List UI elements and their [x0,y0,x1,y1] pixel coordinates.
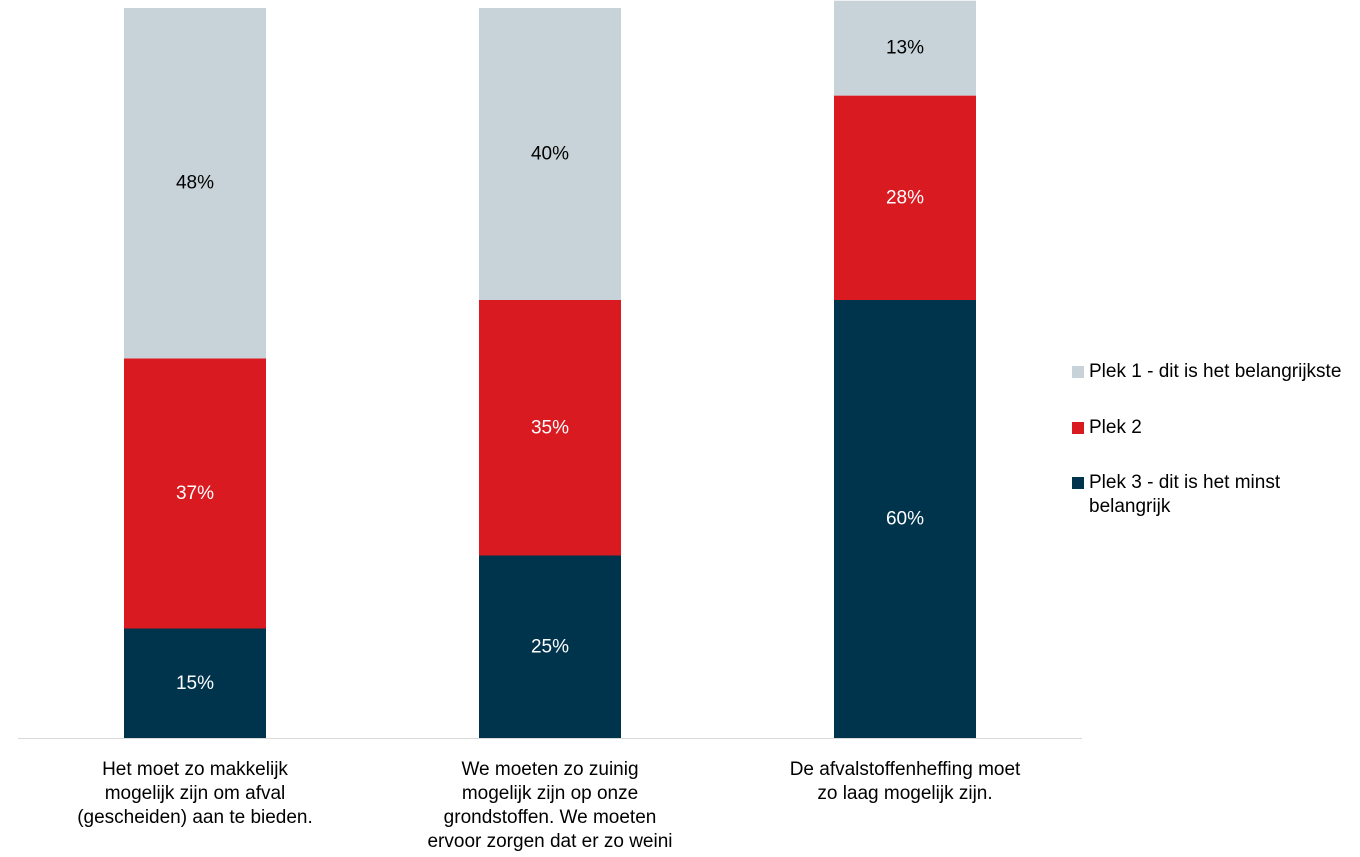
category-label-1: Het moet zo makkelijk mogelijk zijn om a… [77,759,313,828]
legend-swatch-plek-2 [1072,422,1084,434]
data-label-s2-c3: 28% [886,187,924,208]
category-label-2: We moeten zo zuinig mogelijk zijn op onz… [427,759,673,852]
data-label-s3-c1: 48% [176,173,214,194]
legend-item-plek-3: Plek 3 - dit is het minst belangrijk [1072,471,1352,519]
legend-item-plek-1: Plek 1 - dit is het belangrijkste [1072,360,1352,384]
bar-segment-s1-c3 [834,300,976,738]
bar-segment-s1-c1 [124,628,266,738]
bar-segment-s2-c3 [834,95,976,300]
bar-segment-s2-c1 [124,358,266,629]
legend-label-plek-1: Plek 1 - dit is het belangrijkste [1089,361,1342,382]
category-label-3: De afvalstoffenheffing moet zo laag moge… [789,759,1021,804]
data-label-s1-c1: 15% [176,673,214,694]
bar-segment-s1-c2 [479,555,621,738]
bar-segment-s2-c2 [479,300,621,556]
legend-label-plek-3: Plek 3 - dit is het minst belangrijk [1089,472,1281,517]
data-label-s1-c3: 60% [886,509,924,530]
data-label-s2-c1: 37% [176,483,214,504]
legend-swatch-plek-3 [1072,477,1084,489]
legend: Plek 1 - dit is het belangrijkste Plek 2… [1072,360,1352,551]
data-label-s3-c3: 13% [886,38,924,59]
data-label-s2-c2: 35% [531,417,569,438]
bar-segment-s3-c3 [834,0,976,96]
bar-segment-s3-c1 [124,8,266,359]
data-label-s3-c2: 40% [531,144,569,165]
legend-label-plek-2: Plek 2 [1089,417,1142,438]
legend-swatch-plek-1 [1072,366,1084,378]
bar-segment-s3-c2 [479,8,621,300]
data-label-s1-c2: 25% [531,636,569,657]
legend-item-plek-2: Plek 2 [1072,416,1352,440]
